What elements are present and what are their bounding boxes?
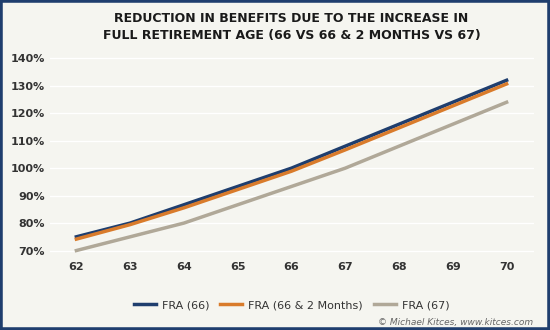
Text: © Michael Kitces, www.kitces.com: © Michael Kitces, www.kitces.com <box>378 318 534 327</box>
Legend: FRA (66), FRA (66 & 2 Months), FRA (67): FRA (66), FRA (66 & 2 Months), FRA (67) <box>129 296 454 314</box>
Title: REDUCTION IN BENEFITS DUE TO THE INCREASE IN
FULL RETIREMENT AGE (66 VS 66 & 2 M: REDUCTION IN BENEFITS DUE TO THE INCREAS… <box>103 12 480 42</box>
